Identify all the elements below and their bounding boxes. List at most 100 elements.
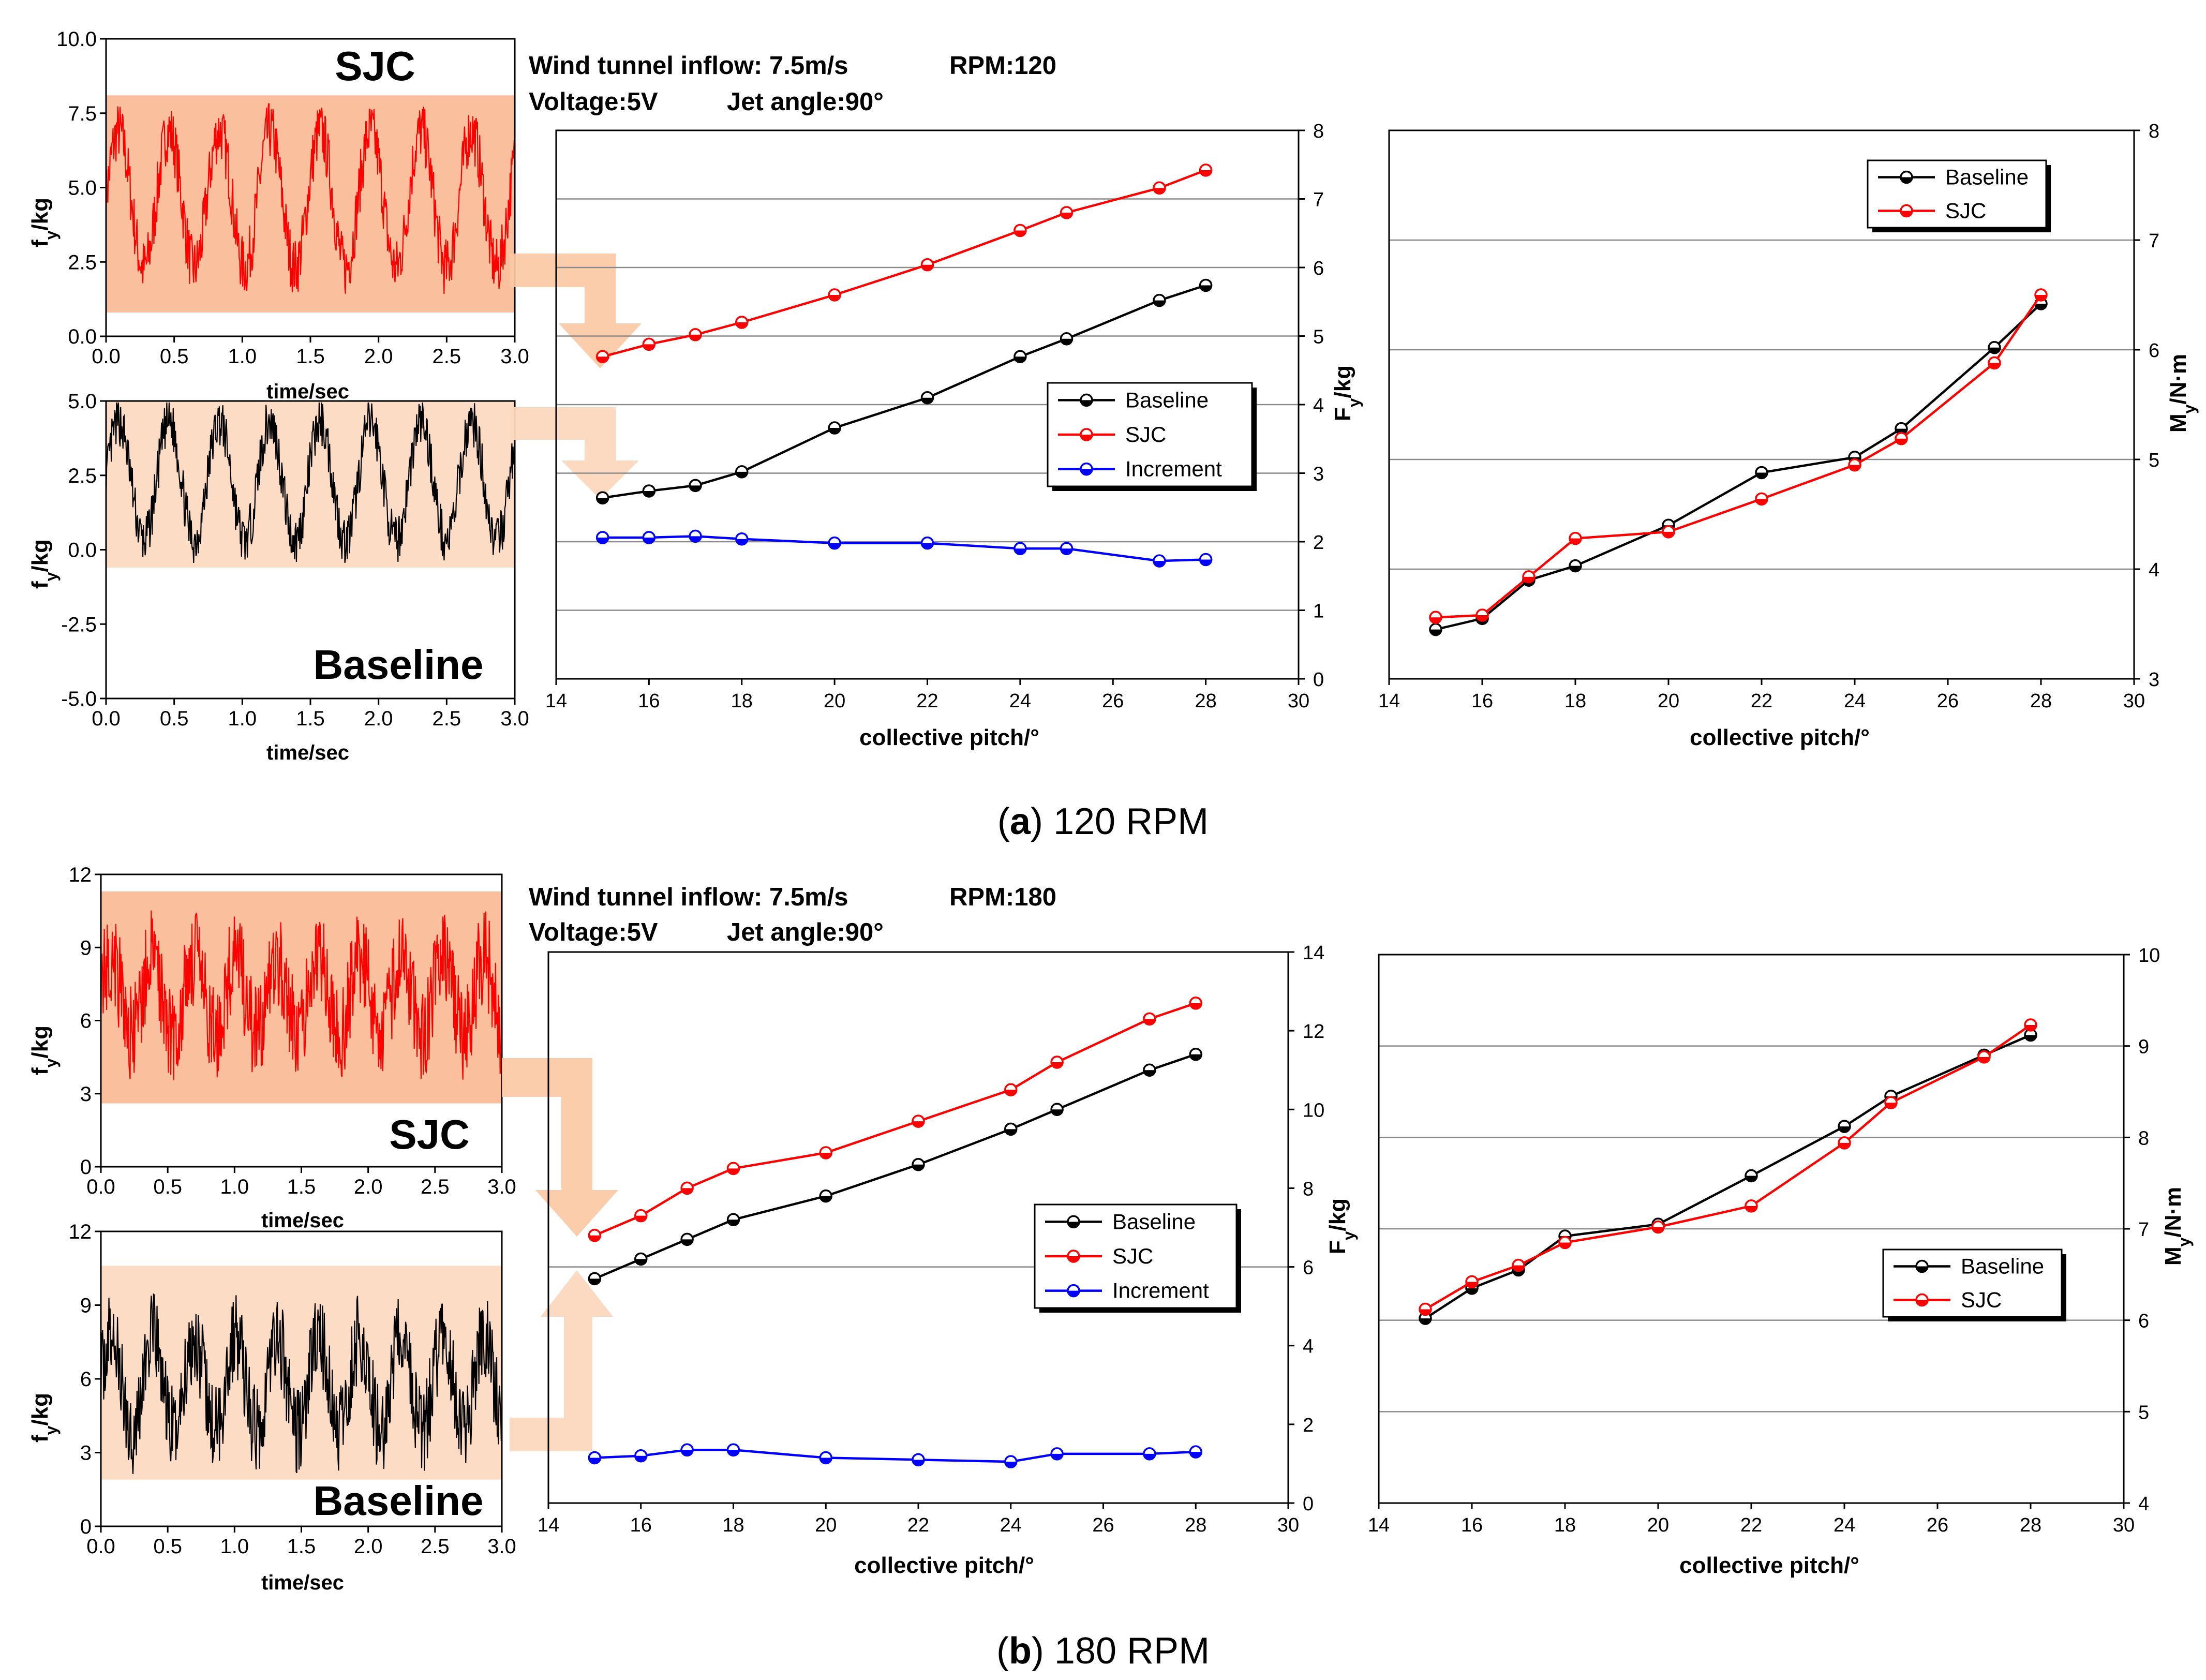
legend: Baseline SJC — [1882, 1248, 2066, 1321]
point-marker-fill — [643, 344, 655, 350]
point-marker-fill — [1061, 213, 1072, 218]
point-marker-fill — [690, 536, 702, 542]
point-sjc — [642, 337, 656, 351]
point-marker-fill — [1005, 1462, 1017, 1468]
x-tick-label: 3.0 — [487, 1176, 516, 1198]
y-tick-label: 6 — [2138, 1311, 2149, 1332]
legend-swatch-fill — [1916, 1266, 1928, 1272]
y-tick-label: 6 — [80, 1010, 92, 1033]
y-tick-label: 0 — [80, 1156, 92, 1179]
y-tick-label: 4 — [2138, 1493, 2149, 1515]
x-tick-label: 1.0 — [220, 1535, 249, 1558]
point-marker-fill — [829, 295, 841, 301]
ylabel-main: f — [27, 1067, 53, 1075]
point-marker-fill — [589, 1278, 601, 1285]
point-baseline — [1050, 1103, 1064, 1117]
point-increment — [1060, 542, 1074, 555]
x-tick-label: 30 — [1277, 1514, 1299, 1536]
series-label-sjc: SJC — [335, 43, 415, 89]
point-sjc — [1522, 570, 1536, 584]
point-sjc — [1153, 181, 1166, 195]
series-lines — [595, 163, 1213, 568]
point-sjc — [735, 316, 749, 329]
point-marker-fill — [913, 1121, 924, 1127]
y-tick-label: 3 — [2149, 669, 2159, 691]
point-increment — [588, 1451, 602, 1465]
point-increment — [1153, 554, 1166, 568]
y-tick-label: 9 — [80, 936, 92, 959]
point-marker-fill — [913, 1460, 924, 1466]
x-tick-label: 0.5 — [160, 345, 189, 368]
transfer-arrow-sjc — [510, 254, 642, 368]
point-marker-fill — [1200, 170, 1212, 176]
series-line-sjc — [594, 1002, 1197, 1237]
x-tick-label: 20 — [815, 1514, 837, 1536]
point-marker-fill — [1746, 1176, 1757, 1182]
point-sjc — [1662, 525, 1675, 539]
series-line-baseline — [594, 1053, 1197, 1280]
x-tick-label: 0.5 — [160, 707, 189, 730]
point-marker-fill — [1559, 1242, 1571, 1248]
point-increment — [828, 536, 841, 550]
point-sjc — [912, 1114, 925, 1128]
x-ticks: 14 16 18 20 22 24 26 28 30 — [1368, 1503, 2135, 1536]
x-tick-label: 2.0 — [354, 1535, 383, 1558]
panel-a: 0.0 0.5 1.0 1.5 2.0 2.5 3.0 0.02.55.07.510.0 S… — [27, 28, 2199, 842]
point-marker-fill — [2035, 295, 2047, 301]
point-marker-fill — [1051, 1453, 1063, 1460]
x-ticks: 0.0 0.5 1.0 1.5 2.0 2.5 3.0 — [86, 1167, 516, 1198]
x-tick-label: 2.0 — [354, 1176, 383, 1198]
point-sjc — [1189, 997, 1202, 1010]
y-tick-label: 1 — [1313, 601, 1324, 622]
ylabel-sub: y — [2175, 1237, 2194, 1246]
point-marker-fill — [1153, 188, 1165, 194]
x-axis-label: collective pitch/° — [854, 1553, 1034, 1578]
series-line-baseline — [1435, 303, 2042, 631]
y-ticks: 4 5 6 7 8 9 10 — [2124, 945, 2160, 1515]
point-increment — [1004, 1455, 1018, 1468]
point-baseline — [819, 1189, 832, 1203]
transfer-arrow-baseline — [510, 407, 639, 499]
x-ticks: 0.0 0.5 1.0 1.5 2.0 2.5 3.0 — [86, 1526, 516, 1558]
point-increment — [1050, 1447, 1064, 1461]
point-marker-fill — [820, 1152, 832, 1158]
x-tick-label: 22 — [1740, 1514, 1762, 1536]
point-marker-fill — [1014, 356, 1026, 363]
y-ticks: -5.0 -2.5 0.0 2.5 5.0 — [61, 390, 106, 710]
series-line-sjc — [602, 169, 1206, 358]
point-increment — [912, 1453, 925, 1467]
y-tick-label: 0 — [1313, 669, 1324, 691]
point-sjc — [2024, 1018, 2037, 1032]
x-tick-label: 3.0 — [487, 1535, 516, 1558]
y-tick-label: 4 — [1313, 395, 1324, 417]
series-line-increment — [594, 1449, 1196, 1463]
x-ticks: 14 16 18 20 22 24 26 28 30 — [545, 679, 1309, 712]
legend-swatch-fill — [1081, 400, 1092, 406]
point-marker-fill — [829, 428, 841, 434]
y-tick-label: 7 — [2149, 230, 2159, 252]
header-inflow: Wind tunnel inflow: 7.5m/s — [529, 883, 848, 911]
x-tick-label: 1.0 — [228, 707, 257, 730]
y-ticks: 0 3 6 9 12 — [69, 864, 101, 1179]
point-sjc — [1651, 1220, 1665, 1234]
point-marker-fill — [681, 1239, 693, 1245]
x-tick-label: 1.5 — [296, 345, 325, 368]
legend-label-baseline: Baseline — [1112, 1209, 1196, 1233]
x-tick-label: 30 — [2113, 1514, 2135, 1536]
ylabel-tail: /N·m — [2166, 354, 2191, 405]
series-line-sjc — [1435, 294, 2042, 619]
point-marker-fill — [1896, 438, 1907, 444]
ylabel-sub: y — [42, 230, 61, 240]
point-increment — [726, 1443, 740, 1457]
series-label-baseline: Baseline — [313, 1478, 483, 1524]
y-ticks: 0 1 2 3 4 5 6 7 8 — [1299, 121, 1324, 691]
x-tick-label: 1.5 — [287, 1535, 316, 1558]
transfer-arrow-baseline — [510, 1270, 613, 1451]
timeseries-sjc-120rpm: 0.0 0.5 1.0 1.5 2.0 2.5 3.0 0.0 2.5 5.0 7.5 10.0 S… — [27, 28, 529, 403]
x-tick-label: 24 — [1009, 690, 1031, 712]
point-sjc — [828, 288, 841, 302]
x-tick-label: 16 — [1461, 1514, 1483, 1536]
point-marker-fill — [1420, 1318, 1431, 1325]
y-tick-label: 5 — [2149, 450, 2159, 471]
series-lines — [588, 997, 1202, 1468]
